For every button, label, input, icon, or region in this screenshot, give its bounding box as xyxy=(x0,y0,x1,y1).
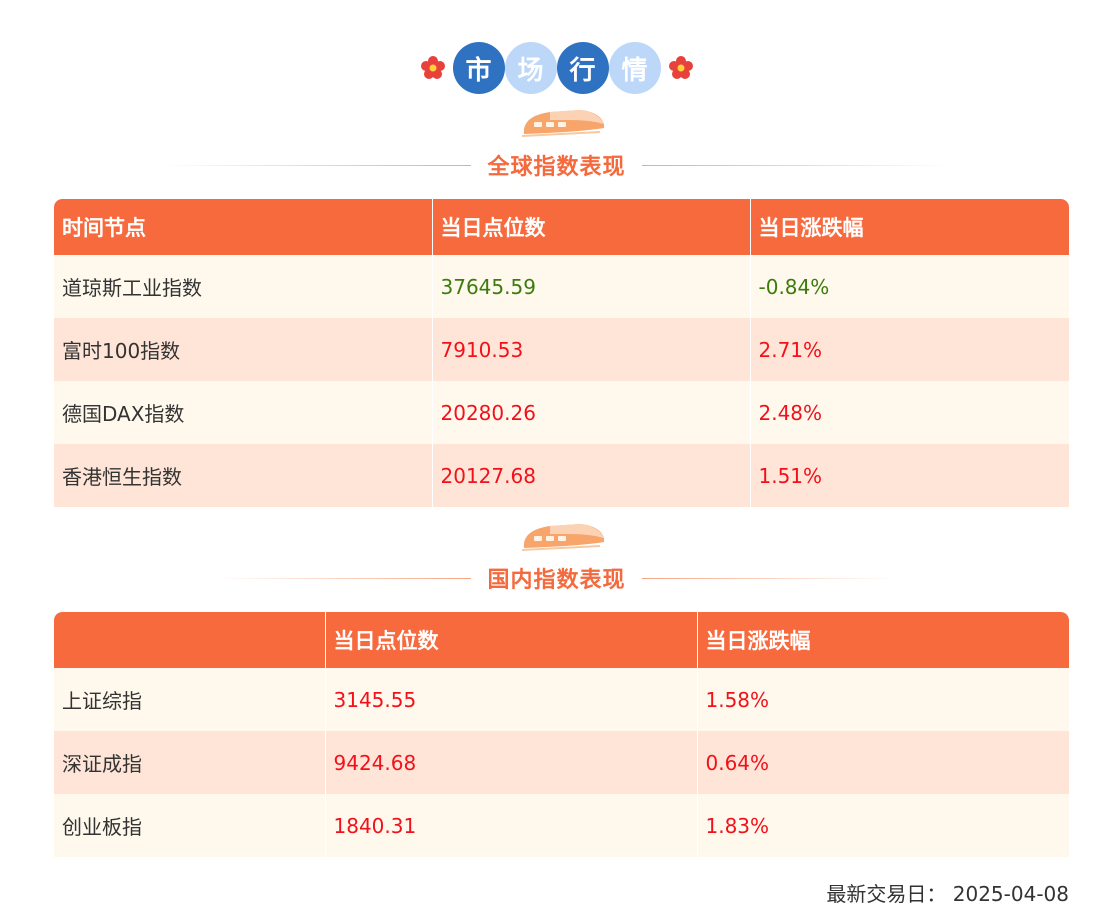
index-change: 1.58% xyxy=(697,668,1069,731)
index-name: 创业板指 xyxy=(54,794,326,857)
flower-icon xyxy=(668,56,693,79)
index-points: 1840.31 xyxy=(325,794,698,857)
divider xyxy=(216,577,472,579)
column-header-change: 当日涨跌幅 xyxy=(697,612,1069,668)
index-points: 20127.68 xyxy=(432,444,751,507)
table-row: 道琼斯工业指数 37645.59 -0.84% xyxy=(54,255,1069,318)
domestic-index-table: 当日点位数 当日涨跌幅 上证综指 3145.55 1.58% 深证成指 9424… xyxy=(54,612,1069,857)
table-row: 德国DAX指数 20280.26 2.48% xyxy=(54,381,1069,444)
index-points: 9424.68 xyxy=(325,731,698,794)
table-row: 上证综指 3145.55 1.58% xyxy=(54,668,1069,731)
domestic-section-title: 国内指数表现 xyxy=(0,563,1113,593)
title-char-1: 市 xyxy=(452,42,505,94)
index-change: -0.84% xyxy=(750,255,1069,318)
table-header-row: 时间节点 当日点位数 当日涨跌幅 xyxy=(54,199,1069,255)
table-row: 富时100指数 7910.53 2.71% xyxy=(54,318,1069,381)
divider xyxy=(161,164,472,166)
index-change: 2.48% xyxy=(750,381,1069,444)
index-points: 3145.55 xyxy=(325,668,698,731)
title-char-2: 场 xyxy=(504,42,557,94)
train-icon xyxy=(521,110,604,137)
index-name: 富时100指数 xyxy=(54,318,433,381)
index-change: 1.51% xyxy=(750,444,1069,507)
index-change: 0.64% xyxy=(697,731,1069,794)
index-points: 7910.53 xyxy=(432,318,751,381)
index-change: 2.71% xyxy=(750,318,1069,381)
index-change: 1.83% xyxy=(697,794,1069,857)
flower-icon xyxy=(420,56,445,79)
global-title-label: 全球指数表现 xyxy=(487,155,626,180)
global-index-table: 时间节点 当日点位数 当日涨跌幅 道琼斯工业指数 37645.59 -0.84%… xyxy=(54,199,1069,507)
global-section-title: 全球指数表现 xyxy=(0,150,1113,180)
train-icon xyxy=(521,524,604,551)
table-row: 香港恒生指数 20127.68 1.51% xyxy=(54,444,1069,507)
page-title: 市 场 行 情 xyxy=(0,42,1113,94)
table-header-row: 当日点位数 当日涨跌幅 xyxy=(54,612,1069,668)
table-row: 创业板指 1840.31 1.83% xyxy=(54,794,1069,857)
column-header-points: 当日点位数 xyxy=(432,199,751,255)
column-header-time: 时间节点 xyxy=(54,199,433,255)
divider xyxy=(641,164,952,166)
index-name: 香港恒生指数 xyxy=(54,444,433,507)
title-char-3: 行 xyxy=(556,42,609,94)
index-name: 道琼斯工业指数 xyxy=(54,255,433,318)
table-row: 深证成指 9424.68 0.64% xyxy=(54,731,1069,794)
column-header-change: 当日涨跌幅 xyxy=(750,199,1069,255)
latest-trade-date: 最新交易日： 2025-04-08 xyxy=(826,882,1069,906)
column-header-name xyxy=(54,612,326,668)
index-name: 上证综指 xyxy=(54,668,326,731)
index-points: 37645.59 xyxy=(432,255,751,318)
column-header-points: 当日点位数 xyxy=(325,612,698,668)
domestic-title-label: 国内指数表现 xyxy=(487,568,626,593)
index-name: 深证成指 xyxy=(54,731,326,794)
divider xyxy=(641,577,897,579)
index-name: 德国DAX指数 xyxy=(54,381,433,444)
index-points: 20280.26 xyxy=(432,381,751,444)
title-char-4: 情 xyxy=(608,42,661,94)
